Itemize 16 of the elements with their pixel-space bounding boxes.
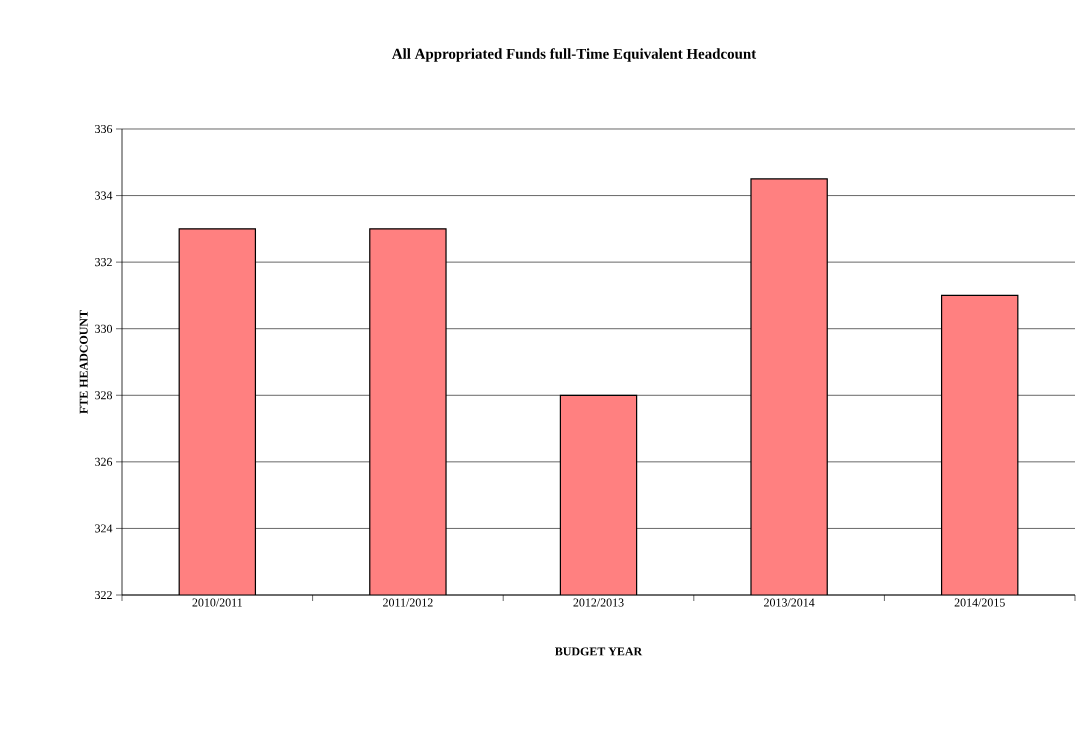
x-tick-label: 2014/2015 xyxy=(954,598,1005,607)
y-tick-label: 328 xyxy=(95,391,113,400)
x-tick-label: 2013/2014 xyxy=(764,598,815,607)
y-axis-title: FTE HEADCOUNT xyxy=(79,310,88,414)
y-tick-label: 334 xyxy=(95,191,113,200)
y-tick-label: 324 xyxy=(95,524,113,533)
y-tick-label: 322 xyxy=(95,590,112,600)
y-tick-label: 336 xyxy=(95,124,113,133)
x-axis-title: BUDGET YEAR xyxy=(555,647,643,656)
x-tick-label: 2012/2013 xyxy=(573,598,624,607)
y-tick-label: 330 xyxy=(95,324,113,333)
chart-title: All Appropriated Funds full-Time Equivalent Headcount xyxy=(391,48,757,62)
x-tick-label: 2011/2012 xyxy=(383,598,433,607)
y-tick-label: 326 xyxy=(95,457,113,466)
x-tick-label: 2010/2011 xyxy=(192,598,242,607)
y-tick-label: 332 xyxy=(95,258,112,267)
